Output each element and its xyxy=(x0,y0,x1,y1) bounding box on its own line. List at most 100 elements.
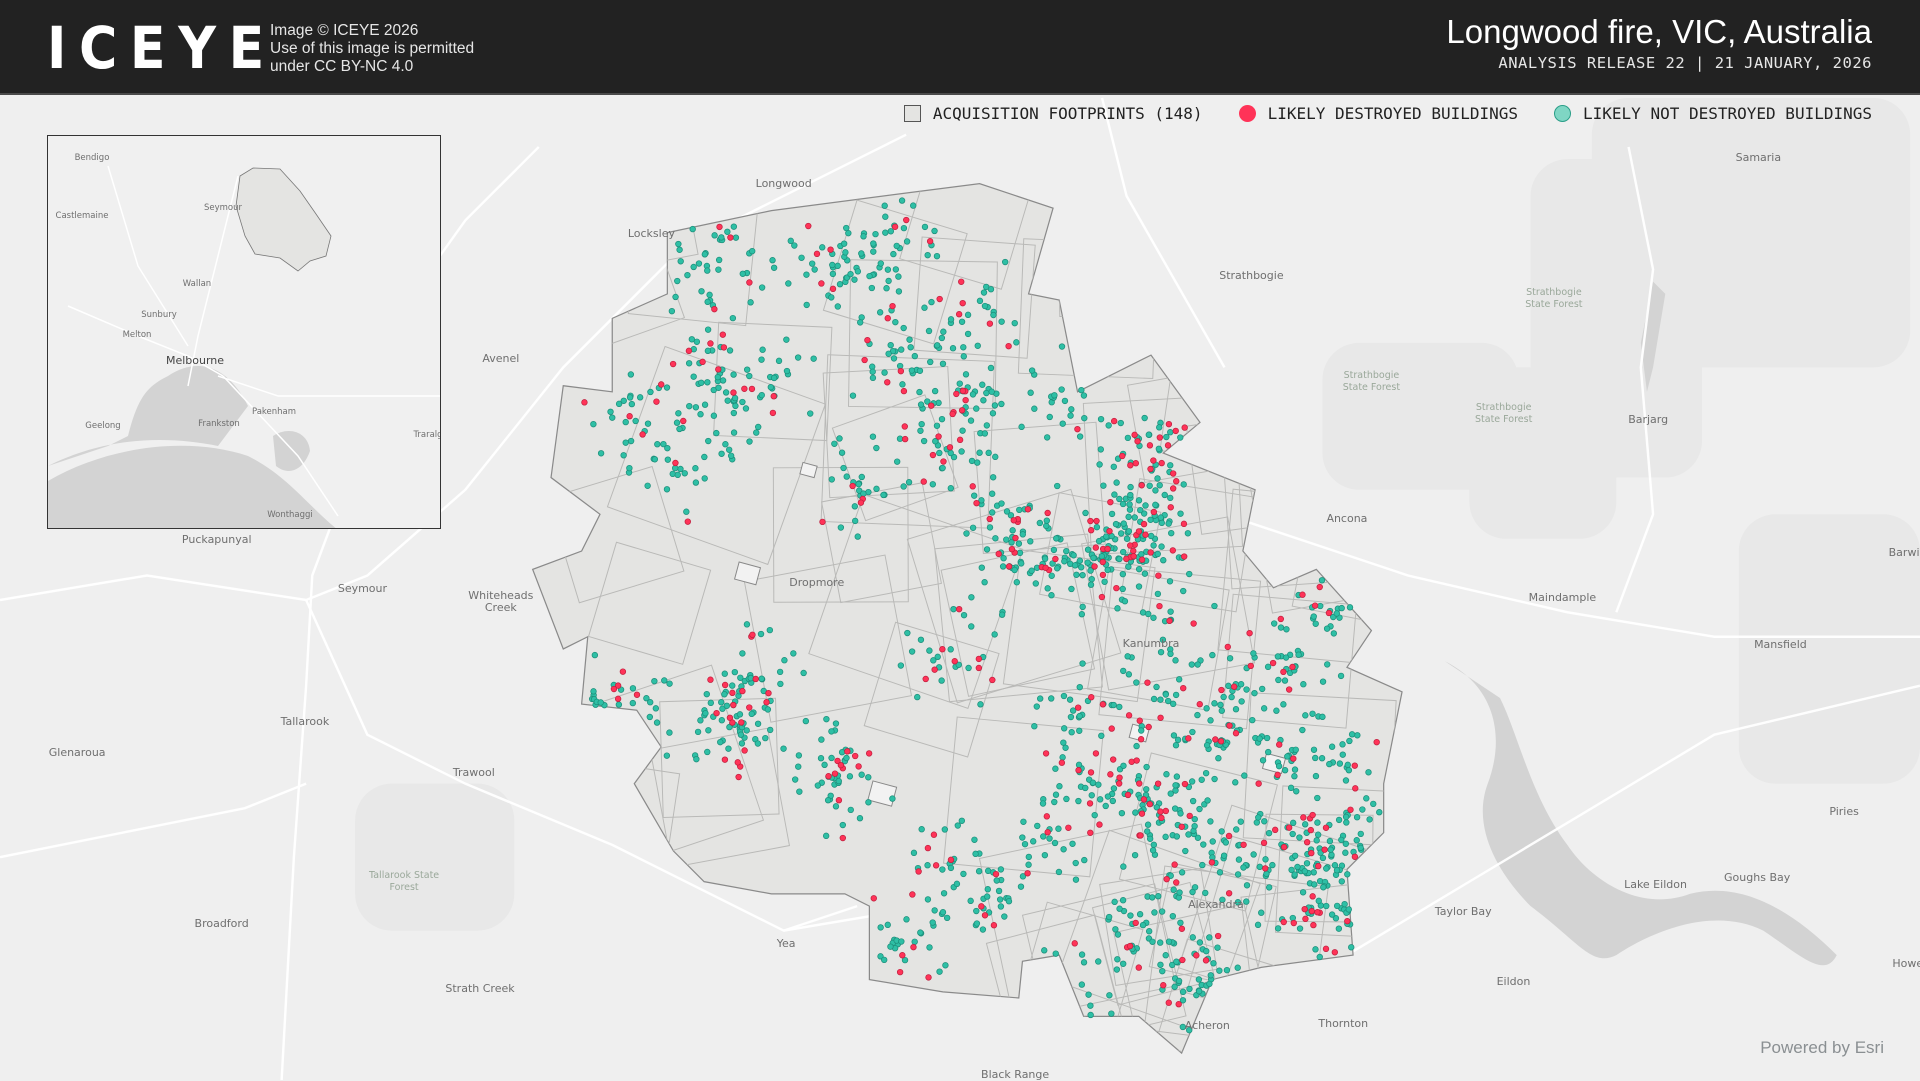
building-not-destroyed xyxy=(1172,657,1179,664)
building-not-destroyed xyxy=(1262,856,1269,863)
building-not-destroyed xyxy=(974,459,981,466)
building-not-destroyed xyxy=(1186,570,1193,578)
building-not-destroyed xyxy=(1342,849,1349,856)
building-destroyed xyxy=(1260,839,1268,846)
building-destroyed xyxy=(989,676,996,684)
building-destroyed xyxy=(1299,591,1306,598)
building-not-destroyed xyxy=(968,594,975,601)
building-not-destroyed xyxy=(949,345,957,352)
building-not-destroyed xyxy=(1259,757,1267,764)
building-destroyed xyxy=(684,518,691,525)
building-not-destroyed xyxy=(834,262,841,270)
building-not-destroyed xyxy=(802,717,810,725)
inset-place-label: Melbourne xyxy=(165,354,225,367)
building-destroyed xyxy=(901,435,909,443)
building-destroyed xyxy=(1247,662,1255,670)
building-not-destroyed xyxy=(1119,897,1127,904)
building-not-destroyed xyxy=(1096,461,1103,468)
building-not-destroyed xyxy=(1087,1002,1094,1009)
building-destroyed xyxy=(1290,919,1297,927)
building-not-destroyed xyxy=(895,288,903,295)
building-destroyed xyxy=(969,483,976,490)
building-not-destroyed xyxy=(984,893,991,900)
building-destroyed xyxy=(1150,457,1157,464)
building-not-destroyed xyxy=(1171,983,1178,991)
building-not-destroyed xyxy=(851,276,858,283)
building-not-destroyed xyxy=(1019,531,1026,538)
building-not-destroyed xyxy=(930,657,937,664)
building-destroyed xyxy=(1240,841,1247,848)
building-not-destroyed xyxy=(753,429,760,436)
building-destroyed xyxy=(713,709,720,717)
building-not-destroyed xyxy=(1289,830,1296,838)
inset-place-label: Wonthaggi xyxy=(267,510,313,520)
building-not-destroyed xyxy=(858,473,865,481)
building-not-destroyed xyxy=(1124,434,1132,442)
building-not-destroyed xyxy=(722,441,729,448)
road xyxy=(0,782,307,859)
building-not-destroyed xyxy=(911,352,918,360)
building-not-destroyed xyxy=(828,728,835,735)
building-not-destroyed xyxy=(1149,894,1156,901)
building-not-destroyed xyxy=(1138,727,1145,734)
building-destroyed xyxy=(1156,434,1164,441)
building-not-destroyed xyxy=(1169,961,1176,969)
building-not-destroyed xyxy=(1088,576,1095,583)
building-not-destroyed xyxy=(1319,854,1327,862)
building-not-destroyed xyxy=(1180,481,1187,488)
building-not-destroyed xyxy=(929,919,936,926)
building-not-destroyed xyxy=(1291,871,1298,878)
building-not-destroyed xyxy=(1241,772,1248,779)
terrain-layer xyxy=(355,97,1920,966)
building-not-destroyed xyxy=(831,440,838,447)
building-not-destroyed xyxy=(1225,682,1232,690)
building-not-destroyed xyxy=(998,500,1005,507)
building-not-destroyed xyxy=(725,745,732,752)
building-not-destroyed xyxy=(1048,572,1055,579)
building-destroyed xyxy=(958,278,965,285)
building-not-destroyed xyxy=(1176,889,1183,896)
building-not-destroyed xyxy=(647,388,654,396)
building-not-destroyed xyxy=(1310,746,1318,753)
building-destroyed xyxy=(1186,812,1193,820)
building-not-destroyed xyxy=(1240,864,1247,871)
place-label: Trawool xyxy=(452,765,495,779)
building-not-destroyed xyxy=(910,202,917,209)
building-not-destroyed xyxy=(710,412,718,419)
building-not-destroyed xyxy=(754,740,762,747)
building-destroyed xyxy=(639,431,646,438)
building-destroyed xyxy=(940,458,947,465)
building-not-destroyed xyxy=(652,705,660,712)
building-destroyed xyxy=(932,862,940,869)
building-destroyed xyxy=(884,379,891,386)
building-not-destroyed xyxy=(591,651,599,659)
building-not-destroyed xyxy=(868,284,876,292)
building-not-destroyed xyxy=(1263,734,1271,742)
building-destroyed xyxy=(891,223,899,230)
building-not-destroyed xyxy=(769,257,776,264)
page-title: Longwood fire, VIC, Australia xyxy=(1446,12,1872,52)
building-not-destroyed xyxy=(676,425,683,433)
building-not-destroyed xyxy=(1164,697,1172,705)
building-destroyed xyxy=(870,895,877,902)
building-not-destroyed xyxy=(870,248,877,255)
building-destroyed xyxy=(901,423,908,430)
building-not-destroyed xyxy=(1070,552,1077,559)
building-not-destroyed xyxy=(776,668,784,676)
building-not-destroyed xyxy=(746,438,753,445)
building-not-destroyed xyxy=(1243,882,1251,889)
building-not-destroyed xyxy=(715,266,722,273)
building-not-destroyed xyxy=(1095,958,1102,965)
building-not-destroyed xyxy=(713,429,720,437)
building-not-destroyed xyxy=(1126,501,1133,508)
building-destroyed xyxy=(1091,563,1098,570)
building-not-destroyed xyxy=(1177,434,1184,441)
esri-attribution[interactable]: Powered by Esri xyxy=(1760,1038,1884,1057)
building-not-destroyed xyxy=(1162,691,1170,698)
building-not-destroyed xyxy=(1150,542,1157,549)
building-not-destroyed xyxy=(1311,881,1318,888)
overview-inset-map[interactable]: Bendigo Castlemaine Seymour Wallan Sunbury Me… xyxy=(47,135,441,529)
building-destroyed xyxy=(1087,527,1095,534)
footprint-gap xyxy=(733,561,762,586)
